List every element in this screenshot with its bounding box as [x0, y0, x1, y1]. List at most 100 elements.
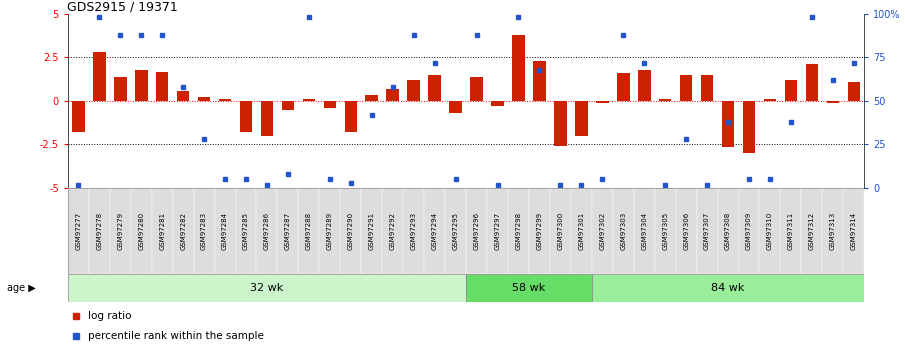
Text: log ratio: log ratio	[88, 311, 131, 321]
Text: GSM97283: GSM97283	[201, 212, 207, 250]
Bar	[634, 188, 654, 274]
Bar	[114, 77, 127, 101]
Text: GSM97307: GSM97307	[704, 212, 710, 250]
Bar	[173, 188, 194, 274]
Text: GSM97278: GSM97278	[96, 212, 102, 250]
Bar	[194, 188, 214, 274]
Bar	[361, 188, 382, 274]
Text: GSM97313: GSM97313	[830, 212, 836, 250]
Bar	[805, 64, 818, 101]
Bar	[68, 274, 466, 302]
Bar	[466, 188, 487, 274]
Bar	[386, 89, 399, 101]
Text: GSM97301: GSM97301	[578, 212, 585, 250]
Bar	[130, 188, 152, 274]
Text: GSM97311: GSM97311	[788, 212, 794, 250]
Bar	[780, 188, 802, 274]
Bar	[575, 101, 587, 136]
Text: GSM97285: GSM97285	[243, 212, 249, 250]
Text: GSM97303: GSM97303	[620, 212, 626, 250]
Bar	[550, 188, 571, 274]
Text: GSM97304: GSM97304	[642, 212, 647, 250]
Bar	[826, 101, 839, 103]
Bar	[156, 72, 168, 101]
Bar	[554, 101, 567, 146]
Bar	[72, 101, 85, 132]
Text: percentile rank within the sample: percentile rank within the sample	[88, 331, 263, 341]
Bar	[319, 188, 340, 274]
Bar	[802, 188, 823, 274]
Bar	[93, 52, 106, 101]
Bar	[278, 188, 299, 274]
Bar	[592, 188, 613, 274]
Text: GDS2915 / 19371: GDS2915 / 19371	[67, 1, 177, 14]
Bar	[366, 95, 378, 101]
Text: GSM97295: GSM97295	[452, 212, 459, 250]
Bar	[89, 188, 110, 274]
Bar	[529, 188, 550, 274]
Bar	[110, 188, 130, 274]
Bar	[466, 274, 592, 302]
Bar	[697, 188, 718, 274]
Bar	[240, 101, 252, 132]
Bar	[680, 75, 692, 101]
Bar	[198, 97, 210, 101]
Bar	[340, 188, 361, 274]
Bar	[738, 188, 759, 274]
Text: GSM97282: GSM97282	[180, 212, 186, 250]
Bar	[235, 188, 256, 274]
Text: GSM97280: GSM97280	[138, 212, 144, 250]
Bar	[256, 188, 278, 274]
Text: GSM97287: GSM97287	[285, 212, 291, 250]
Text: GSM97312: GSM97312	[809, 212, 814, 250]
Bar	[449, 101, 462, 113]
Bar	[324, 101, 336, 108]
Text: age ▶: age ▶	[7, 283, 36, 293]
Bar	[638, 70, 651, 101]
Bar	[823, 188, 843, 274]
Bar	[613, 188, 634, 274]
Bar	[491, 101, 504, 106]
Text: GSM97309: GSM97309	[746, 212, 752, 250]
Bar	[676, 188, 697, 274]
Bar	[407, 80, 420, 101]
Bar	[718, 188, 738, 274]
Text: 32 wk: 32 wk	[251, 283, 283, 293]
Text: GSM97297: GSM97297	[494, 212, 500, 250]
Bar	[847, 82, 860, 101]
Bar	[785, 80, 797, 101]
Text: GSM97294: GSM97294	[432, 212, 438, 250]
Text: GSM97291: GSM97291	[368, 212, 375, 250]
Text: GSM97286: GSM97286	[264, 212, 270, 250]
Bar	[299, 188, 319, 274]
Bar	[700, 75, 713, 101]
Bar	[471, 77, 483, 101]
Bar	[617, 73, 630, 101]
Text: GSM97284: GSM97284	[222, 212, 228, 250]
Bar	[571, 188, 592, 274]
Bar	[382, 188, 404, 274]
Text: GSM97279: GSM97279	[118, 212, 123, 250]
Bar	[596, 101, 608, 103]
Bar	[487, 188, 508, 274]
Bar	[261, 101, 273, 136]
Bar	[424, 188, 445, 274]
Bar	[592, 274, 864, 302]
Text: GSM97299: GSM97299	[537, 212, 542, 250]
Bar	[302, 99, 315, 101]
Text: GSM97289: GSM97289	[327, 212, 333, 250]
Bar	[512, 35, 525, 101]
Text: GSM97305: GSM97305	[662, 212, 668, 250]
Text: GSM97277: GSM97277	[75, 212, 81, 250]
Text: GSM97306: GSM97306	[683, 212, 689, 250]
Bar	[654, 188, 676, 274]
Bar	[759, 188, 780, 274]
Bar	[764, 99, 776, 101]
Text: 84 wk: 84 wk	[711, 283, 745, 293]
Text: GSM97308: GSM97308	[725, 212, 731, 250]
Text: GSM97314: GSM97314	[851, 212, 857, 250]
Text: GSM97288: GSM97288	[306, 212, 312, 250]
Bar	[843, 188, 864, 274]
Text: GSM97292: GSM97292	[390, 212, 395, 250]
Bar	[135, 70, 148, 101]
